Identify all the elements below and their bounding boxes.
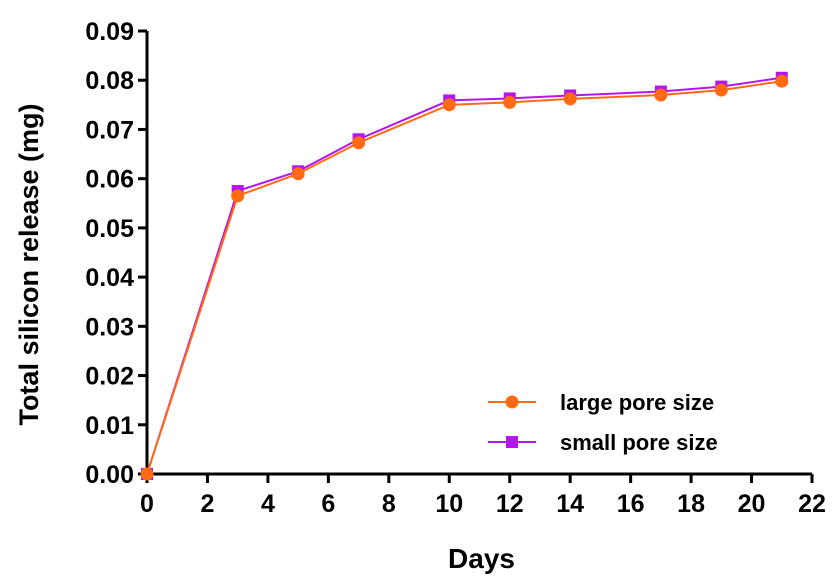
legend: large pore size small pore size xyxy=(488,390,718,455)
y-tick-label: 0.04 xyxy=(85,264,134,292)
x-tick-label: 12 xyxy=(496,490,524,518)
y-tick-label: 0.08 xyxy=(85,67,134,95)
legend-marker xyxy=(505,395,519,409)
data-point xyxy=(442,98,456,112)
x-tick-label: 2 xyxy=(201,490,215,518)
data-point xyxy=(140,467,154,481)
data-point xyxy=(654,88,668,102)
series-layer xyxy=(140,71,789,481)
series-1 xyxy=(141,71,788,480)
x-axis-ticks: 0 2 4 6 8 10 12 14 16 18 20 22 xyxy=(140,474,826,518)
y-axis-title: Total silicon release (mg) xyxy=(14,103,44,425)
x-tick-label: 22 xyxy=(798,490,826,518)
y-tick-label: 0.05 xyxy=(85,215,134,243)
x-tick-label: 20 xyxy=(738,490,766,518)
y-tick-label: 0.09 xyxy=(85,18,134,46)
data-point xyxy=(231,189,245,203)
series-line xyxy=(146,80,782,475)
x-tick-label: 6 xyxy=(321,490,335,518)
x-axis-title: Days xyxy=(448,543,515,574)
data-point xyxy=(563,92,577,106)
y-tick-label: 0.06 xyxy=(85,166,134,194)
data-point xyxy=(291,167,305,181)
x-tick-label: 18 xyxy=(677,490,705,518)
x-tick-label: 14 xyxy=(556,490,584,518)
y-tick-label: 0.00 xyxy=(85,461,134,489)
legend-item: small pore size xyxy=(488,430,718,455)
x-tick-label: 8 xyxy=(382,490,396,518)
x-tick-label: 16 xyxy=(617,490,645,518)
x-tick-label: 10 xyxy=(435,490,463,518)
y-tick-label: 0.02 xyxy=(85,363,134,391)
y-tick-label: 0.03 xyxy=(85,313,134,341)
legend-marker xyxy=(506,436,518,448)
x-tick-label: 4 xyxy=(261,490,275,518)
legend-label: large pore size xyxy=(560,390,714,415)
legend-item: large pore size xyxy=(488,390,714,415)
data-point xyxy=(352,136,366,150)
series-0 xyxy=(140,74,789,481)
data-point xyxy=(503,95,517,109)
axes: 0 2 4 6 8 10 12 14 16 18 20 22 0.00 0.01 0.02 0.03 0.04… xyxy=(85,18,826,518)
y-tick-label: 0.07 xyxy=(85,116,134,144)
legend-label: small pore size xyxy=(560,430,718,455)
x-tick-label: 0 xyxy=(140,490,154,518)
data-point xyxy=(714,83,728,97)
y-tick-label: 0.01 xyxy=(85,412,134,440)
series-line xyxy=(146,76,782,475)
data-point xyxy=(775,74,789,88)
y-axis-ticks: 0.00 0.01 0.02 0.03 0.04 0.05 0.06 0.07 0.08 0.09 xyxy=(85,18,147,489)
